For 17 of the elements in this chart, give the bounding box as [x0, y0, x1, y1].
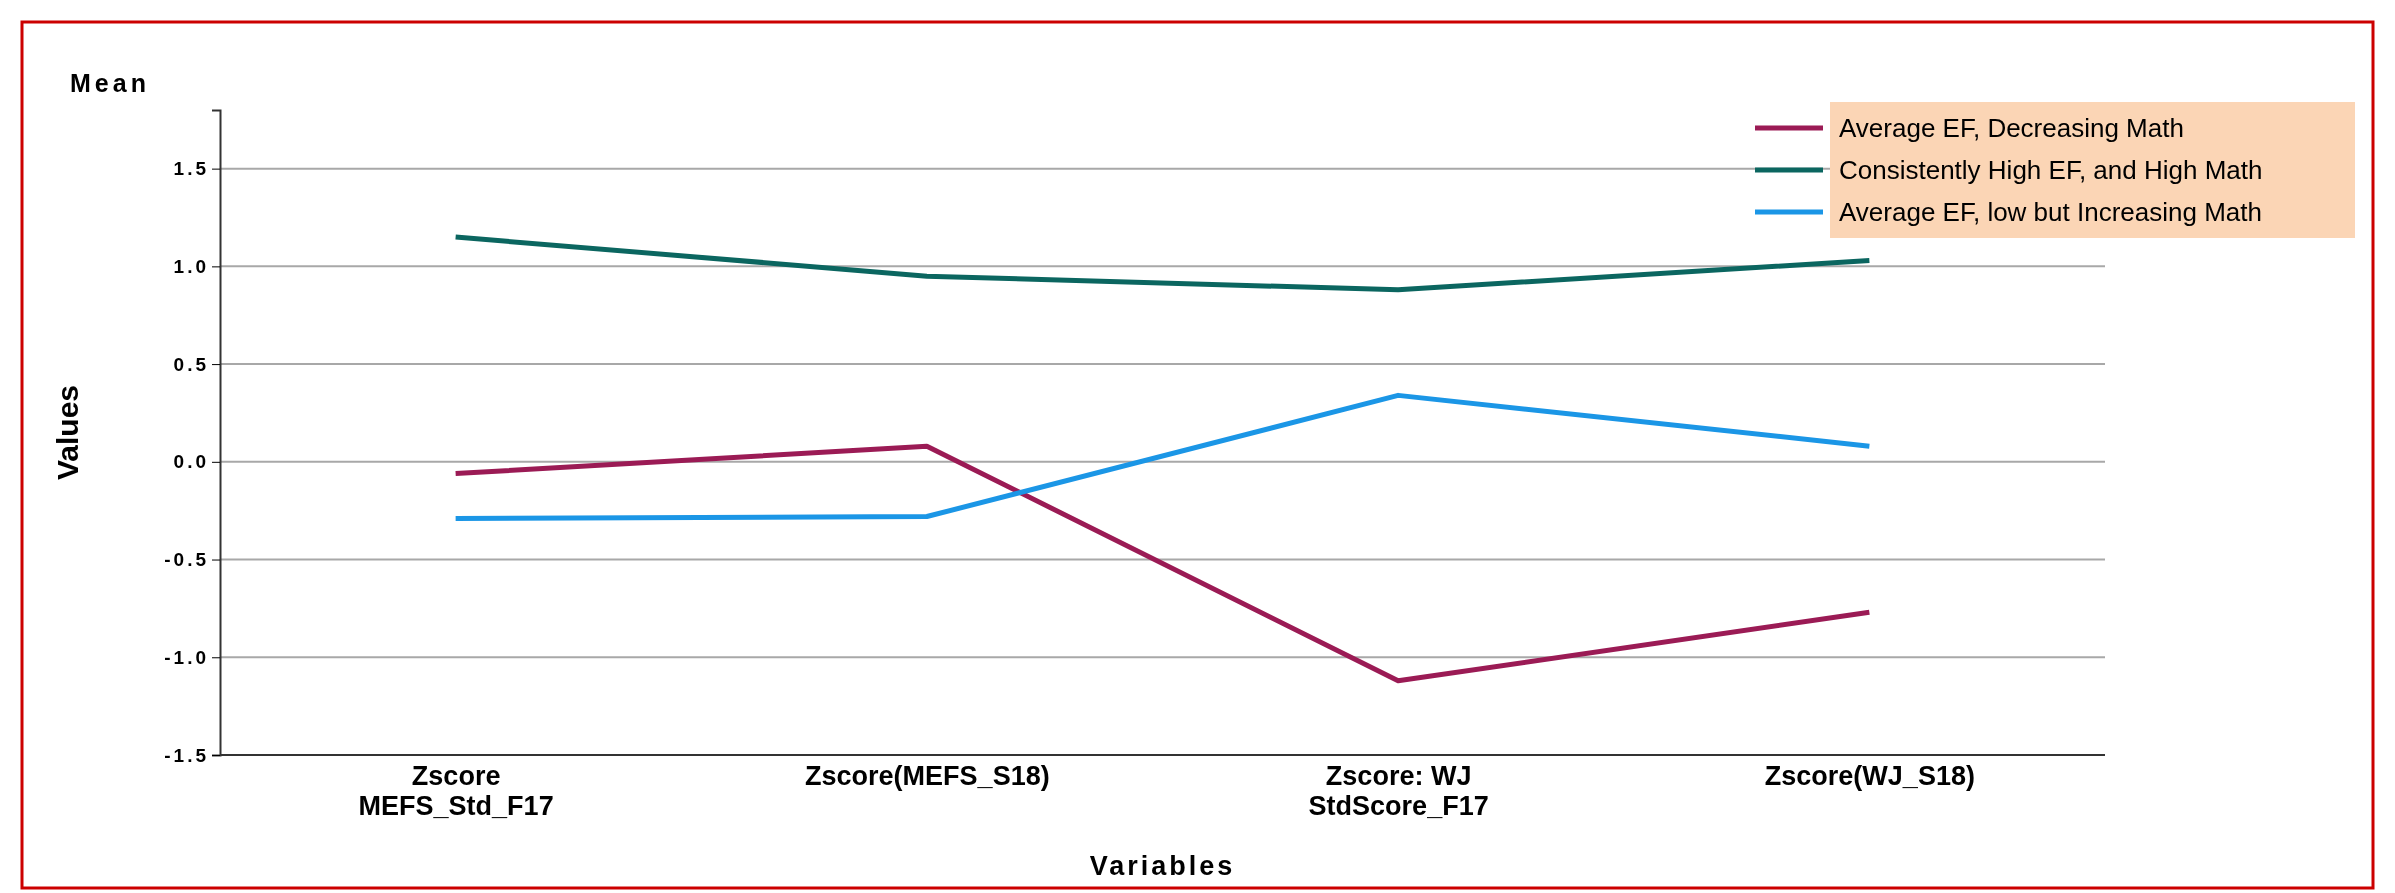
y-tick-label: 1.0: [173, 255, 209, 277]
x-axis-title: Variables: [1089, 851, 1236, 881]
legend-label: Average EF, low but Increasing Math: [1839, 197, 2262, 228]
y-tick-label: 1.5: [173, 158, 209, 180]
chart-title: Mean: [70, 69, 150, 97]
x-tick-label: Zscore(WJ_S18): [1764, 761, 1975, 791]
y-tick-label: 0.5: [173, 353, 209, 375]
y-tick-label: -1.0: [164, 646, 209, 668]
legend-label: Average EF, Decreasing Math: [1839, 113, 2184, 144]
x-tick-label: Zscore: WJ StdScore_F17: [1308, 761, 1489, 821]
y-tick-label: -0.5: [164, 549, 209, 571]
x-tick-label: Zscore(MEFS_S18): [805, 761, 1050, 791]
y-tick-label: 0.0: [173, 451, 209, 473]
y-axis-title: Values: [51, 384, 84, 481]
legend-label: Consistently High EF, and High Math: [1839, 155, 2263, 186]
y-tick-label: -1.5: [164, 744, 209, 766]
x-tick-label: Zscore MEFS_Std_F17: [358, 761, 554, 821]
